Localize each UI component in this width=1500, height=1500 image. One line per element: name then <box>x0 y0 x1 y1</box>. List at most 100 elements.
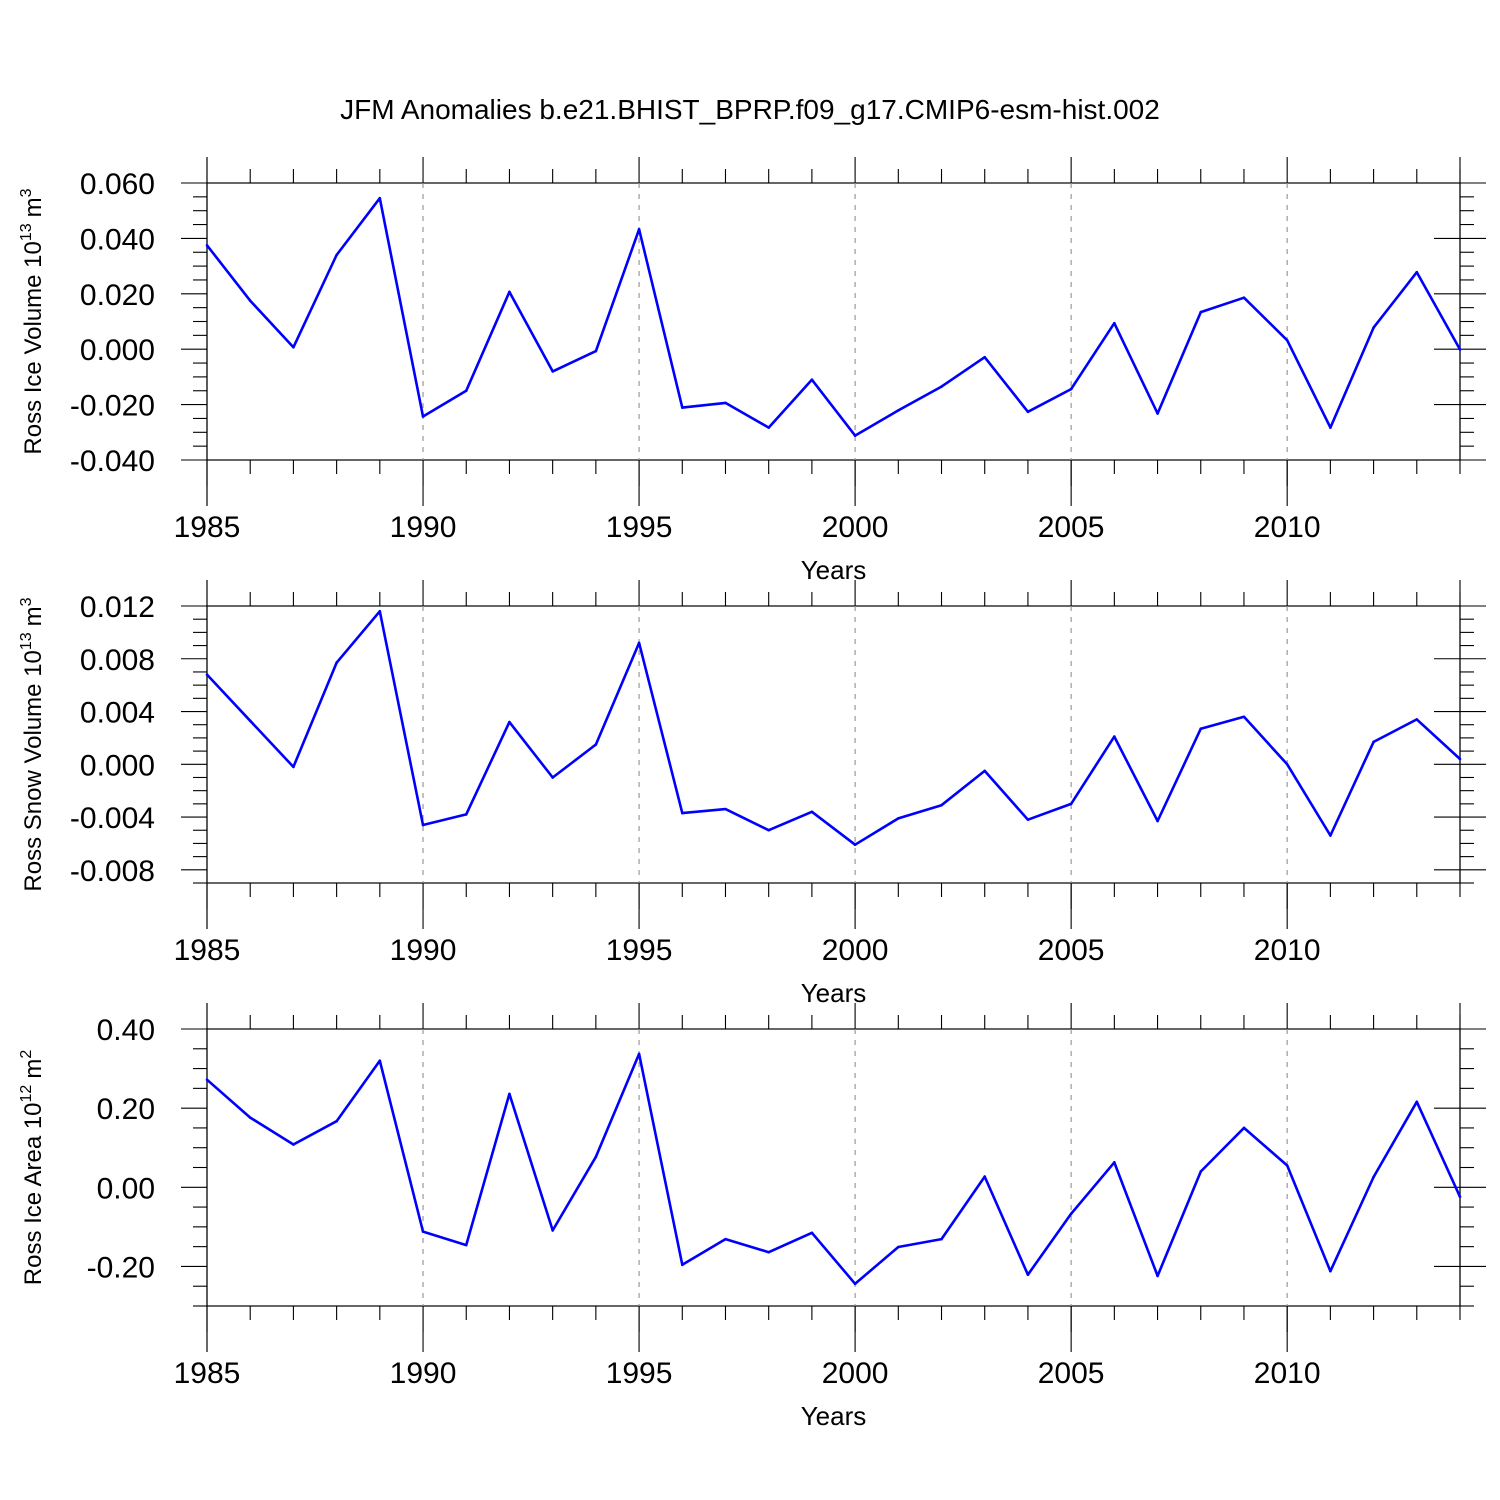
y-axis-label: Ross Snow Volume 1013m3 <box>18 597 47 891</box>
data-point <box>551 1229 554 1232</box>
data-point <box>594 349 598 353</box>
y-tick-label: -0.20 <box>87 1251 155 1284</box>
data-point <box>378 1059 382 1062</box>
data-point <box>1026 818 1030 821</box>
data-point <box>248 1116 252 1119</box>
x-axis-label: Years <box>801 978 867 1008</box>
data-point <box>1069 802 1073 806</box>
data-point <box>594 1155 598 1159</box>
data-point <box>1026 1273 1030 1277</box>
data-point <box>1329 1269 1332 1273</box>
data-point <box>464 1243 468 1247</box>
data-point <box>810 810 814 814</box>
data-point <box>292 345 295 349</box>
y-tick-label: 0.000 <box>80 749 155 782</box>
data-point <box>680 811 684 815</box>
data-point <box>983 1175 987 1178</box>
data-point <box>1415 270 1419 274</box>
data-point <box>724 401 727 405</box>
data-point <box>421 1230 425 1233</box>
x-tick-label: 1985 <box>174 1357 241 1390</box>
y-tick-label: 0.20 <box>97 1093 155 1126</box>
x-tick-label: 1995 <box>606 511 673 544</box>
data-point <box>1156 1274 1159 1278</box>
data-point <box>1026 410 1030 414</box>
data-point <box>1285 1164 1289 1167</box>
data-point <box>1069 1212 1073 1216</box>
data-point <box>767 828 770 832</box>
data-point <box>1199 727 1203 730</box>
x-tick-label: 2005 <box>1038 1357 1105 1390</box>
data-point <box>1329 426 1332 429</box>
data-point <box>1458 348 1462 351</box>
data-point <box>1458 757 1462 761</box>
data-point <box>1156 819 1159 823</box>
data-point <box>940 1237 943 1241</box>
data-point <box>335 661 338 665</box>
data-point <box>1458 1195 1462 1199</box>
data-point <box>1069 387 1073 391</box>
data-point <box>205 1078 209 1081</box>
series-line <box>206 609 1461 847</box>
data-point <box>248 299 252 303</box>
x-tick-label: 1990 <box>390 511 457 544</box>
data-point <box>292 765 295 769</box>
data-point <box>1242 296 1246 299</box>
data-point <box>205 244 209 247</box>
data-point <box>1285 339 1289 342</box>
y-tick-label: 0.012 <box>80 591 155 624</box>
x-tick-label: 1985 <box>174 934 241 967</box>
y-tick-label: 0.008 <box>80 644 155 677</box>
y-tick-label: 0.060 <box>80 168 155 201</box>
data-point <box>1113 735 1116 738</box>
data-point <box>767 1250 770 1254</box>
data-point <box>1415 1100 1419 1104</box>
y-tick-label: -0.020 <box>70 390 155 423</box>
data-point <box>724 807 727 811</box>
x-tick-label: 2000 <box>822 1357 889 1390</box>
x-tick-label: 1990 <box>390 934 457 967</box>
data-point <box>637 1052 641 1056</box>
chart-title: JFM Anomalies b.e21.BHIST_BPRP.f09_g17.C… <box>340 94 1160 125</box>
data-point <box>940 385 943 388</box>
data-point <box>897 817 900 820</box>
y-tick-label: 0.000 <box>80 334 155 367</box>
data-point <box>810 378 814 381</box>
x-tick-label: 2000 <box>822 511 889 544</box>
data-point <box>1242 1126 1246 1130</box>
x-tick-label: 2010 <box>1254 1357 1321 1390</box>
plot-frame <box>206 182 1461 461</box>
data-point <box>508 720 511 724</box>
data-point <box>1372 326 1375 329</box>
data-point <box>205 673 209 676</box>
y-tick-label: 0.40 <box>97 1014 155 1047</box>
data-point <box>767 426 770 429</box>
data-point <box>508 1092 511 1096</box>
data-point <box>464 813 468 816</box>
y-tick-label: 0.00 <box>97 1172 155 1205</box>
data-point <box>637 641 641 645</box>
y-tick-label: -0.040 <box>70 445 155 478</box>
data-point <box>680 406 684 409</box>
data-point <box>897 409 900 412</box>
data-point <box>1372 740 1375 744</box>
data-point <box>1113 1161 1116 1164</box>
y-tick-label: -0.004 <box>70 802 155 835</box>
data-point <box>1199 310 1203 314</box>
x-tick-label: 1995 <box>606 1357 673 1390</box>
data-point <box>680 1263 684 1267</box>
data-point <box>594 743 598 746</box>
data-point <box>292 1143 295 1146</box>
data-point <box>248 719 252 723</box>
data-point <box>810 1231 814 1235</box>
panel-1: 1985 1990 1995 2000 2005 2010 Years -0.040 -0.02… <box>18 157 1486 585</box>
y-tick-label: -0.008 <box>70 855 155 888</box>
data-point <box>1242 715 1246 719</box>
x-tick-label: 2010 <box>1254 934 1321 967</box>
data-point <box>897 1245 900 1249</box>
x-axis-label: Years <box>801 555 867 585</box>
data-point <box>1372 1175 1375 1179</box>
x-tick-label: 2010 <box>1254 511 1321 544</box>
x-tick-label: 2005 <box>1038 934 1105 967</box>
data-point <box>853 434 857 437</box>
